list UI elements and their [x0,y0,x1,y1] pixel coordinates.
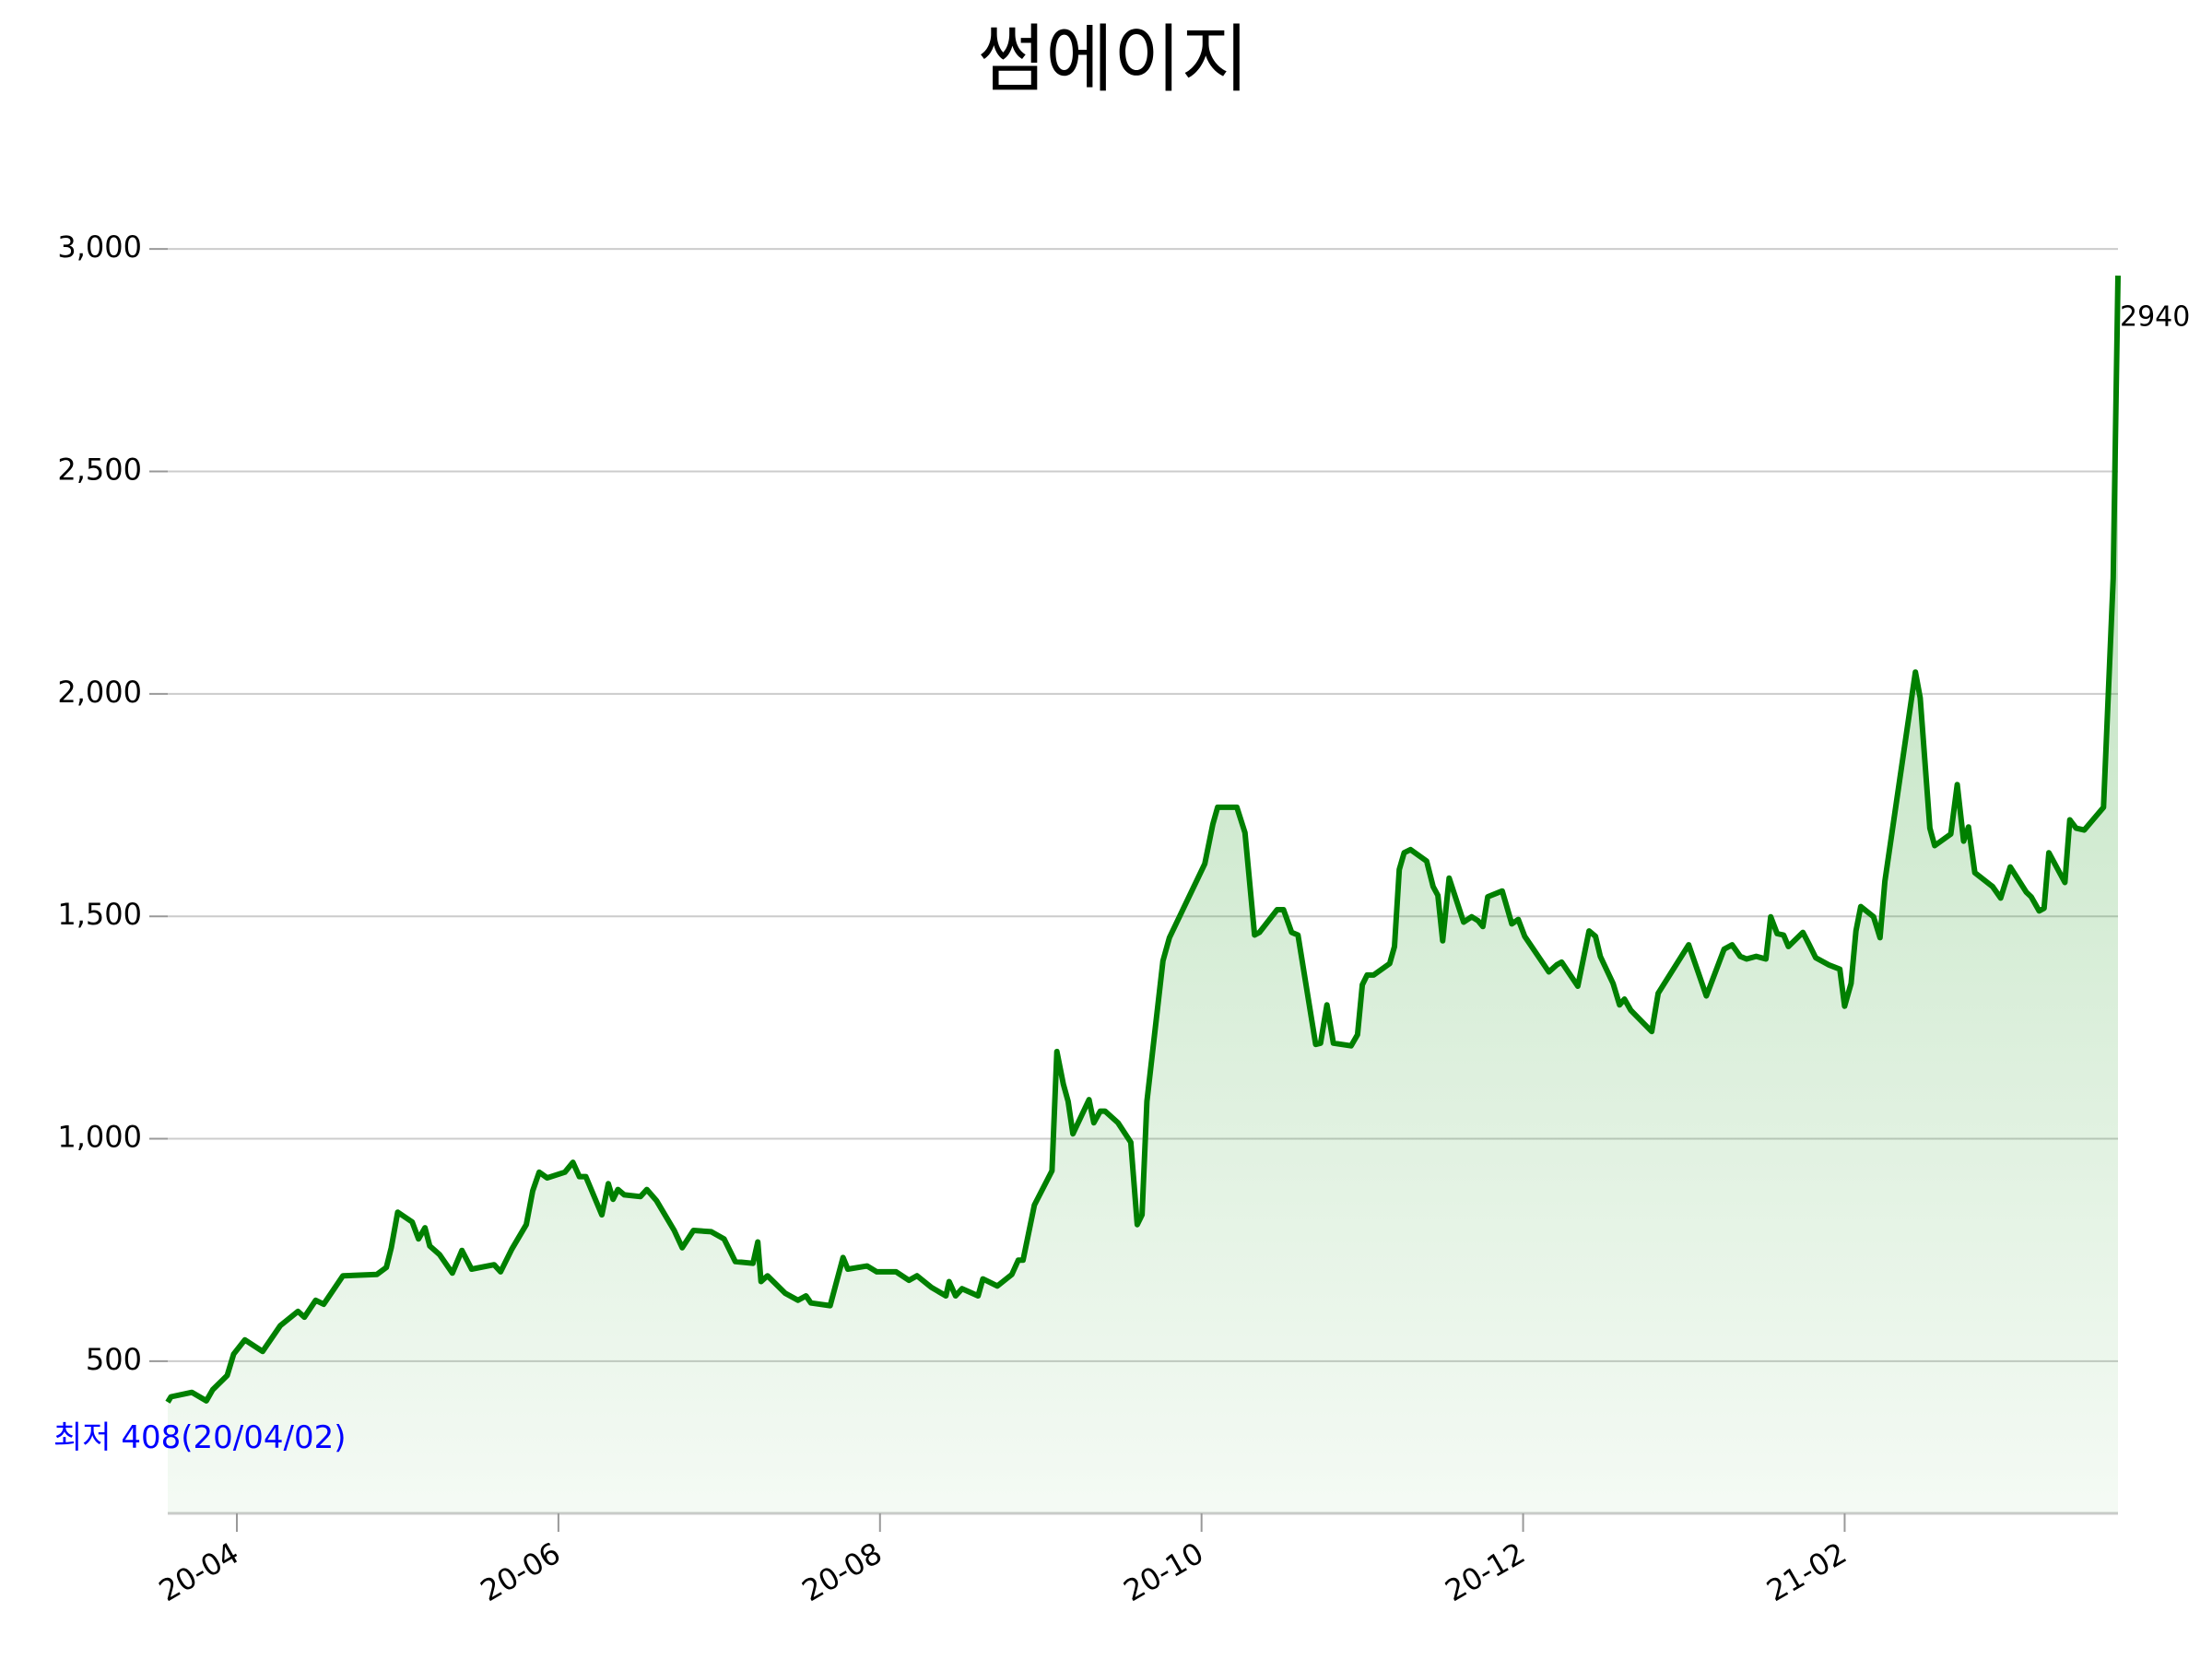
x-tick-label: 20-06 [475,1535,567,1608]
x-tick-label: 20-10 [1118,1535,1210,1608]
x-tick-label: 20-04 [153,1535,245,1608]
annotation: 2940 [2120,301,2190,334]
x-tick-label: 21-02 [1760,1535,1853,1608]
y-tick-label: 1,000 [57,1120,142,1155]
y-tick-label: 2,500 [57,452,142,487]
price-line [165,276,2121,1404]
y-tick-label: 500 [86,1342,142,1377]
x-tick-label: 20-08 [796,1535,888,1608]
y-tick-label: 1,500 [57,897,142,932]
y-tick-label: 3,000 [57,229,142,265]
annotation: 최저 408(20/04/02) [53,1419,347,1456]
x-tick-label: 20-12 [1440,1535,1532,1608]
area-fill [168,276,2118,1514]
y-tick-label: 2,000 [57,675,142,710]
chart-title: 썸에이지 [978,17,1249,102]
